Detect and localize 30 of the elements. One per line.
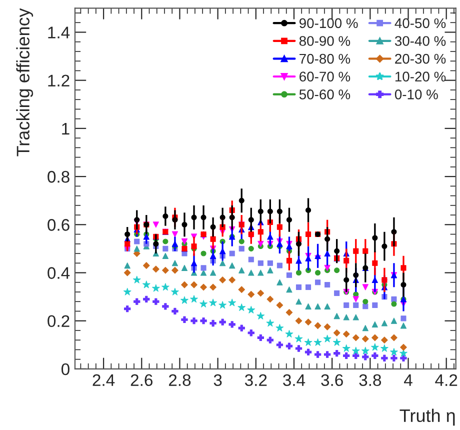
y-tick-label: 0.4	[48, 267, 70, 279]
y-tick-label: 0.8	[48, 170, 70, 183]
x-axis-title: Truth η	[400, 408, 455, 426]
x-tick-label: 3.8	[359, 374, 382, 386]
legend-label: 30-40 %	[394, 36, 446, 46]
legend-label: 40-50 %	[394, 18, 446, 28]
y-tick-label: 0.2	[48, 315, 70, 328]
legend-label: 80-90 %	[299, 36, 350, 46]
legend-label: 70-80 %	[300, 54, 350, 64]
x-tick-label: 3.4	[283, 374, 306, 386]
legend-label: 10-20 %	[395, 72, 446, 82]
legend-label: 90-100 %	[300, 18, 358, 28]
legend-label: 20-30 %	[395, 54, 446, 64]
y-tick-label: 1.2	[48, 74, 70, 86]
y-tick-label: 0.6	[48, 219, 70, 231]
legend-label: 50-60 %	[299, 89, 350, 100]
x-tick-label: 3.2	[244, 374, 267, 386]
x-tick-label: 3.6	[321, 374, 343, 386]
y-tick-label: 0	[62, 363, 70, 376]
legend-label: 60-70 %	[300, 72, 350, 82]
x-tick-label: 4.2	[435, 374, 458, 386]
y-tick-label: 1	[62, 123, 70, 134]
legend-label: 0-10 %	[394, 89, 438, 100]
x-tick-label: 2.8	[168, 374, 191, 386]
x-tick-label: 2.4	[92, 374, 115, 386]
x-tick-label: 4	[404, 374, 412, 386]
x-tick-label: 2.6	[130, 374, 152, 386]
y-tick-label: 1.4	[48, 26, 70, 38]
x-tick-label: 3	[214, 374, 222, 386]
y-axis-title: Tracking efficiency	[16, 8, 34, 156]
